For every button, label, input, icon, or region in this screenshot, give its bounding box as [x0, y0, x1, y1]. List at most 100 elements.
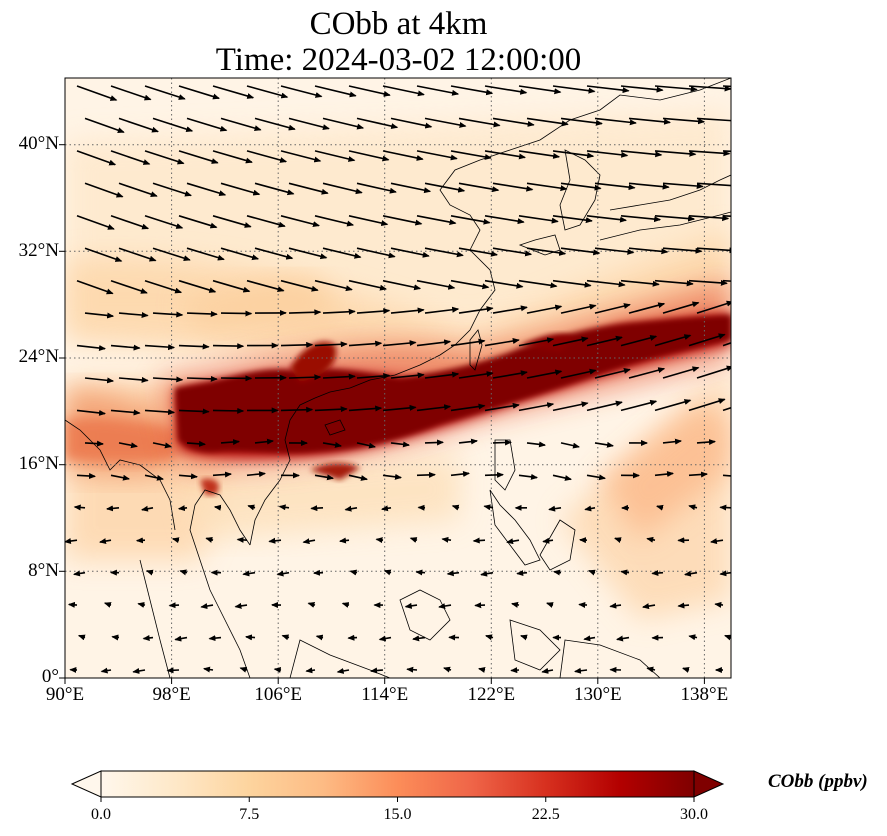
wind-arrow [305, 667, 316, 674]
wind-arrow [281, 634, 290, 641]
wind-arrow [450, 338, 486, 347]
wind-arrow [348, 279, 387, 291]
wind-arrow [722, 279, 731, 282]
wind-arrow [526, 441, 546, 448]
wind-arrow [620, 335, 658, 347]
wind-arrow [212, 407, 245, 414]
wind-arrow [356, 182, 397, 194]
wind-arrow [424, 371, 460, 379]
wind-arrow [518, 85, 562, 95]
wind-arrow [586, 400, 623, 412]
wind-arrow [370, 667, 384, 674]
wind-arrow [526, 117, 569, 127]
wind-arrow [314, 474, 334, 481]
wind-arrow [382, 473, 402, 480]
wind-arrow [484, 215, 525, 225]
wind-arrow [356, 442, 376, 449]
wind-arrow [484, 85, 528, 95]
wind-arrow [314, 341, 348, 348]
wind-arrow [696, 247, 731, 254]
wind-arrow [586, 85, 630, 94]
wind-arrow [458, 438, 478, 445]
wind-arrow [546, 602, 554, 608]
wind-arrow [100, 667, 112, 674]
wind-arrow [246, 279, 285, 293]
wind-arrow [171, 537, 180, 544]
wind-arrow [548, 505, 562, 512]
wind-arrow [383, 569, 392, 576]
wind-arrow [688, 333, 726, 347]
wind-arrow [220, 439, 240, 446]
wind-arrow [382, 85, 425, 97]
colorbar-tick-label: 30.0 [680, 806, 708, 823]
wind-arrow [220, 182, 261, 196]
wind-arrow [212, 215, 252, 228]
wind-arrow [492, 370, 528, 379]
wind-arrow [492, 439, 512, 446]
wind-arrow [662, 247, 703, 254]
wind-arrow [220, 247, 260, 261]
wind-arrow [586, 474, 606, 481]
wind-arrow [73, 504, 86, 511]
wind-arrow [526, 247, 567, 256]
wind-arrow [144, 279, 183, 294]
wind-arrow [588, 569, 596, 576]
wind-arrow [662, 438, 682, 445]
wind-arrow [484, 402, 520, 412]
wind-arrow [242, 570, 256, 577]
wind-arrow [382, 215, 423, 226]
wind-arrow [110, 344, 141, 351]
colorbar-tick-label: 15.0 [383, 806, 412, 823]
wind-arrow [511, 601, 520, 608]
wind-arrow [518, 402, 555, 412]
wind-arrow [450, 279, 490, 290]
title-line-1: CObb at 4km [309, 6, 488, 42]
wind-arrow [166, 667, 180, 674]
wind-arrow [620, 85, 664, 93]
wind-arrow [552, 150, 595, 159]
wind-arrow [356, 247, 396, 259]
wind-arrow [280, 406, 314, 413]
wind-arrow [586, 279, 626, 288]
wind-arrow [76, 150, 117, 166]
wind-arrow [552, 474, 572, 481]
wind-arrow [552, 215, 593, 224]
wind-arrow [246, 471, 266, 478]
wind-arrow [234, 602, 248, 609]
wind-arrow [152, 247, 191, 262]
wind-arrow [722, 474, 731, 477]
wind-arrow [578, 601, 588, 608]
wind-arrow [510, 667, 520, 674]
wind-arrow [341, 602, 350, 608]
wind-arrow [84, 117, 125, 134]
wind-arrow [560, 247, 601, 256]
wind-arrow [688, 85, 731, 92]
wind-arrow [280, 150, 322, 163]
wind-arrow [178, 408, 210, 415]
wind-arrow [178, 473, 198, 480]
wind-arrow [178, 85, 220, 100]
wind-arrow [677, 602, 690, 609]
wind-arrow [381, 505, 392, 512]
wind-arrow [560, 303, 597, 314]
wind-arrow [560, 182, 602, 191]
wind-arrow [208, 635, 222, 642]
wind-arrow [390, 247, 430, 258]
wind-arrow [268, 537, 282, 544]
wind-arrow [688, 471, 708, 478]
wind-arrow [356, 372, 391, 379]
wind-arrow [594, 247, 635, 255]
wind-arrow [220, 117, 262, 132]
wind-arrow [110, 150, 151, 165]
wind-arrow [65, 538, 78, 544]
wind-arrow [719, 504, 731, 511]
wind-arrow [594, 368, 631, 379]
wind-arrow [518, 215, 559, 224]
wind-arrow [484, 338, 520, 347]
wind-arrow [110, 85, 152, 101]
wind-arrow [382, 150, 424, 161]
wind-arrow [302, 538, 316, 545]
map-frame [64, 77, 732, 679]
wind-arrow [348, 340, 383, 347]
wind-arrow [458, 182, 500, 193]
